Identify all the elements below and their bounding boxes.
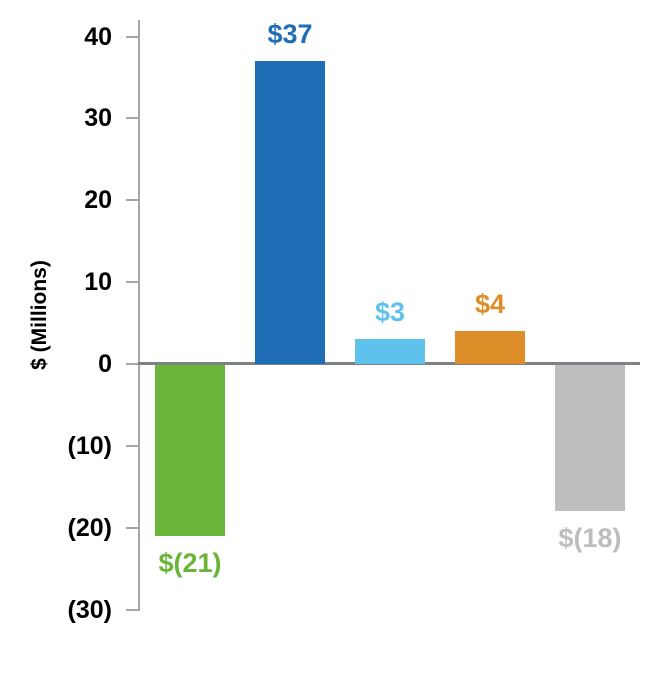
y-axis-tick xyxy=(126,199,140,202)
bar-value-label: $(18) xyxy=(558,523,622,554)
y-axis-tick xyxy=(126,281,140,284)
y-axis-tick xyxy=(126,363,140,365)
y-axis-tick-label: 30 xyxy=(84,104,112,133)
bar xyxy=(355,339,425,364)
bar-value-label: $(21) xyxy=(158,547,222,578)
y-axis-tick-label: (20) xyxy=(67,513,112,542)
y-axis-line xyxy=(138,20,140,610)
y-axis-tick xyxy=(126,117,140,120)
y-axis-tick-label: 0 xyxy=(98,350,112,378)
y-axis-tick-label: 40 xyxy=(84,22,112,51)
y-axis-tick xyxy=(126,444,140,447)
y-axis-tick xyxy=(126,35,140,38)
bar xyxy=(555,365,625,512)
bar xyxy=(255,61,325,364)
bar-value-label: $37 xyxy=(267,19,313,50)
y-axis-tick-label: 20 xyxy=(84,186,112,215)
bar xyxy=(155,365,225,536)
y-axis-tick-label: 10 xyxy=(84,268,112,297)
bar xyxy=(455,331,525,364)
bar-value-label: $3 xyxy=(374,297,406,328)
y-axis-tick-label: (30) xyxy=(67,595,112,624)
y-axis-tick-label: (10) xyxy=(67,431,112,460)
y-axis-tick xyxy=(126,526,140,529)
bar-value-label: $4 xyxy=(474,289,506,320)
y-axis-tick xyxy=(126,608,140,611)
